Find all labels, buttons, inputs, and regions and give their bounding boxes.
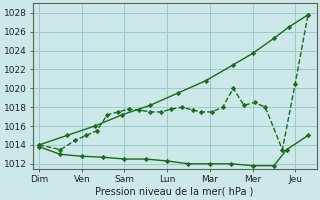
X-axis label: Pression niveau de la mer( hPa ): Pression niveau de la mer( hPa ) [95, 187, 254, 197]
